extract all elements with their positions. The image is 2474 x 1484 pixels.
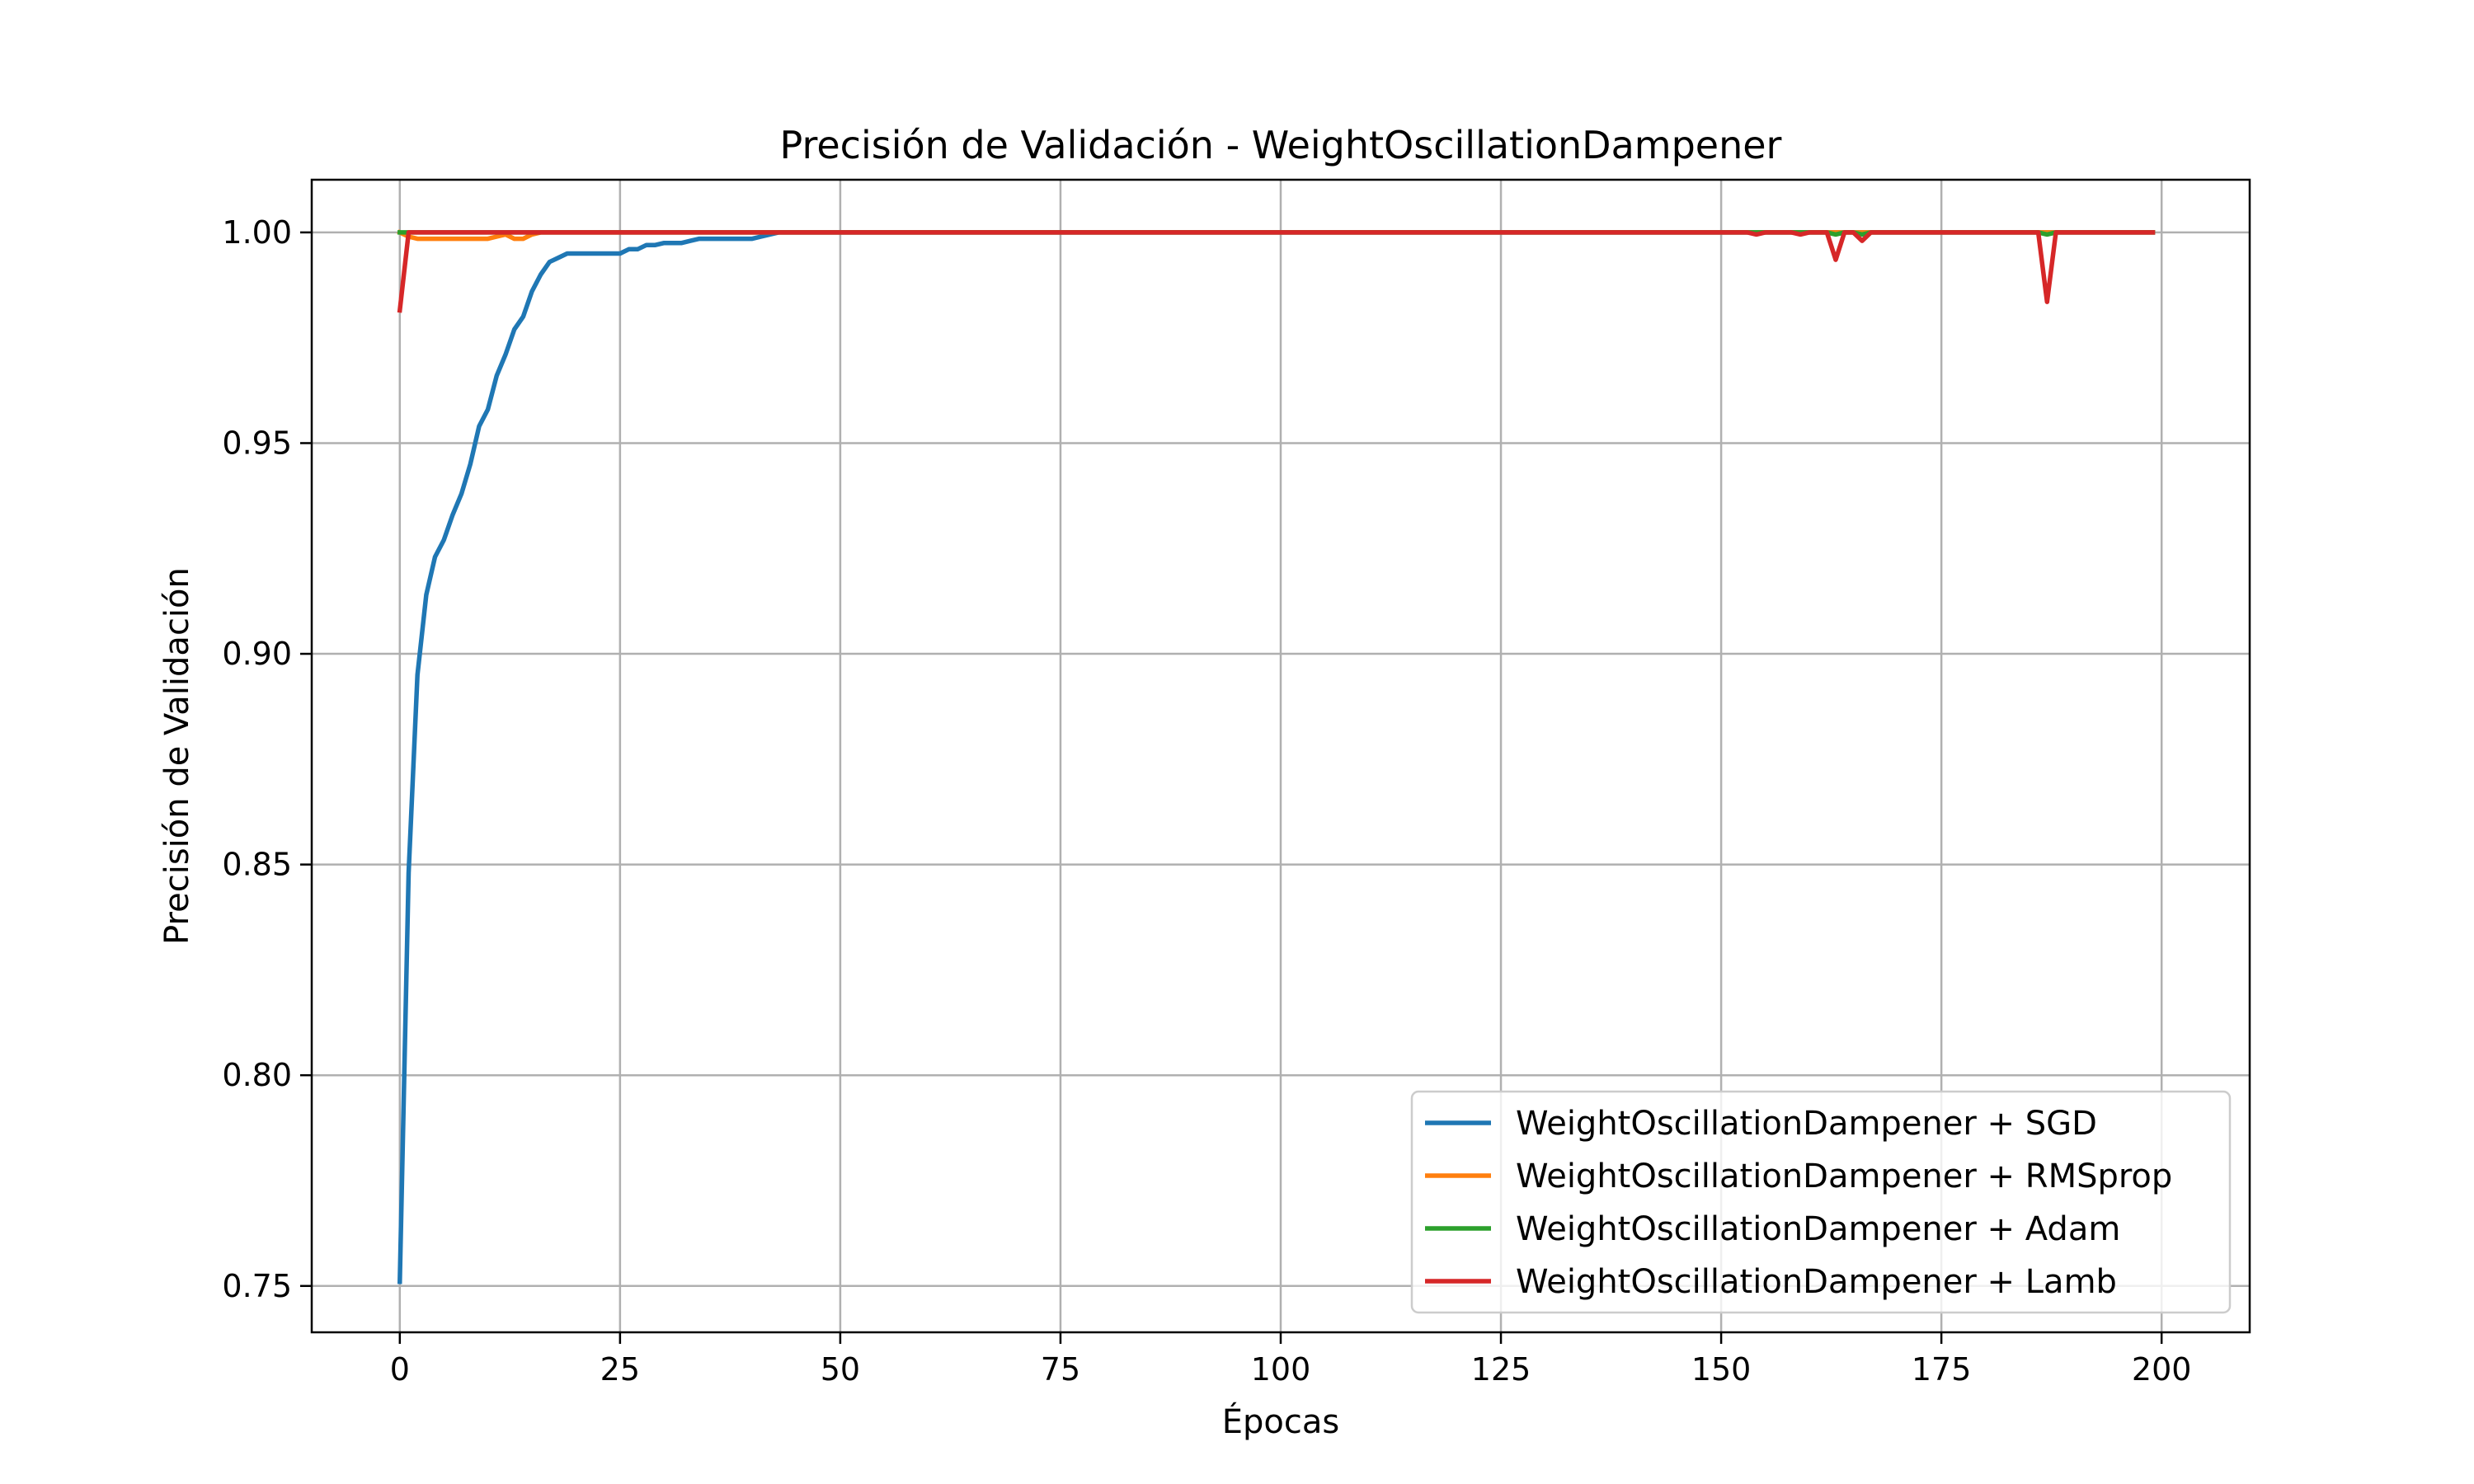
x-tick-label: 100 — [1251, 1351, 1311, 1388]
x-tick-label: 125 — [1471, 1351, 1531, 1388]
y-tick-label: 1.00 — [222, 214, 292, 251]
legend: WeightOscillationDampener + SGD WeightOsc… — [1410, 1090, 2232, 1314]
legend-entry: WeightOscillationDampener + RMSprop — [1516, 1158, 2172, 1195]
y-tick-label: 0.90 — [222, 636, 292, 672]
x-axis-label: Épocas — [1222, 1402, 1339, 1441]
x-tick-label: 175 — [1912, 1351, 1972, 1388]
legend-box — [1410, 1090, 2232, 1314]
chart-title: Precisión de Validación - WeightOscillat… — [780, 123, 1782, 167]
series-lines — [397, 229, 2156, 1284]
y-tick-label: 0.80 — [222, 1057, 292, 1093]
y-tick-label: 0.85 — [222, 847, 292, 883]
x-tick-label: 75 — [1041, 1351, 1080, 1388]
x-tick-label: 150 — [1691, 1351, 1752, 1388]
y-tick-label: 0.95 — [222, 425, 292, 461]
y-tick-label: 0.75 — [222, 1268, 292, 1304]
legend-entry: WeightOscillationDampener + SGD — [1516, 1105, 2097, 1143]
x-tick-label: 200 — [2132, 1351, 2192, 1388]
series-line-0 — [397, 230, 2156, 1284]
x-tick-label: 50 — [821, 1351, 860, 1388]
axis-ticks: 0 25 50 75 100 125 150 175 200 0.75 0.80 0.85 0.90 0.… — [222, 214, 2191, 1388]
x-tick-label: 0 — [390, 1351, 410, 1388]
legend-entry: WeightOscillationDampener + Adam — [1516, 1210, 2120, 1248]
y-axis-label: Precisión de Validación — [158, 567, 196, 945]
legend-entry: WeightOscillationDampener + Lamb — [1516, 1263, 2117, 1301]
x-tick-label: 25 — [600, 1351, 640, 1388]
series-line-3 — [397, 230, 2156, 313]
series-line-2 — [397, 230, 2156, 237]
